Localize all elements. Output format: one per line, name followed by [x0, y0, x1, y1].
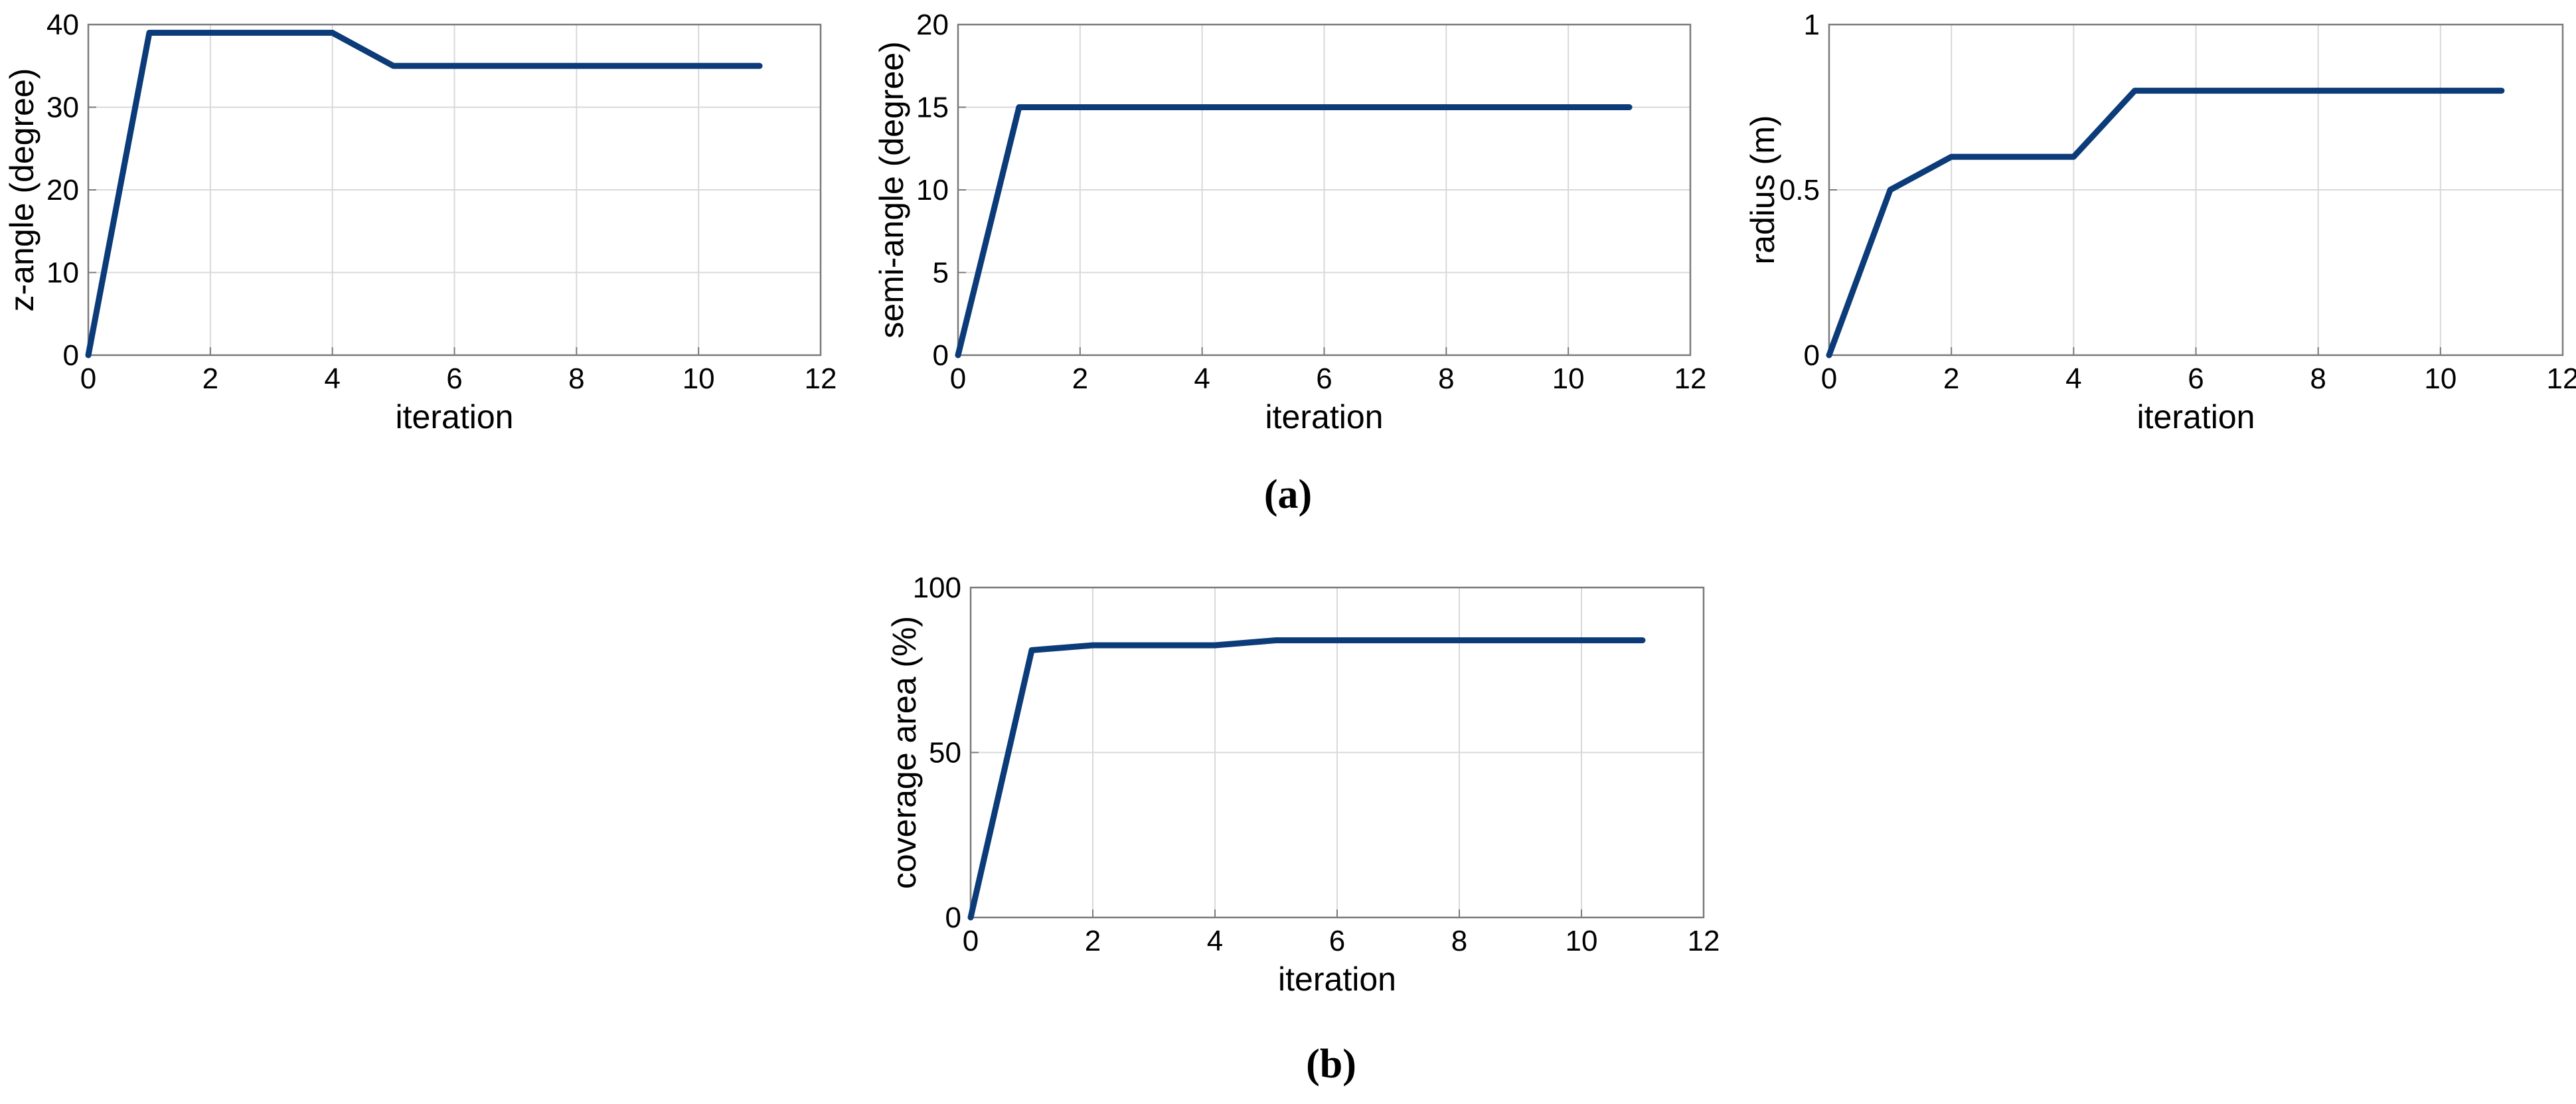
y-axis-label: z-angle (degree) [3, 68, 40, 312]
x-tick-label: 8 [568, 362, 584, 395]
y-axis-label: coverage area (%) [886, 616, 923, 889]
x-tick-label: 2 [1072, 362, 1088, 395]
y-tick-label: 10 [916, 174, 949, 206]
x-tick-label: 6 [1329, 925, 1345, 957]
x-tick-label: 0 [1821, 362, 1837, 395]
y-tick-label: 40 [46, 9, 79, 41]
x-tick-label: 10 [683, 362, 715, 395]
chart-z-angle: 0 2 4 6 8 10 12 0 10 20 30 40 iteration z-angle (degr… [3, 9, 837, 435]
x-tick-label: 8 [1438, 362, 1454, 395]
x-axis-label: iteration [1278, 961, 1396, 998]
y-tick-label: 20 [46, 174, 79, 206]
y-tick-label: 1 [1804, 9, 1820, 41]
y-tick-label: 10 [46, 257, 79, 289]
series-line [958, 108, 1629, 356]
x-tick-label: 6 [1316, 362, 1332, 395]
x-tick-label: 4 [324, 362, 340, 395]
x-tick-label: 12 [1674, 362, 1707, 395]
x-tick-label: 6 [446, 362, 462, 395]
y-tick-label: 0 [945, 902, 961, 934]
x-tick-label: 4 [1207, 925, 1223, 957]
y-tick-label: 15 [916, 92, 949, 124]
x-tick-label: 4 [2065, 362, 2081, 395]
y-tick-label: 20 [916, 9, 949, 41]
y-tick-label: 0.5 [1779, 174, 1820, 206]
y-tick-label: 30 [46, 92, 79, 124]
x-tick-label: 6 [2188, 362, 2204, 395]
x-tick-label: 0 [80, 362, 96, 395]
y-tick-label: 5 [933, 257, 949, 289]
x-tick-label: 2 [1085, 925, 1101, 957]
y-axis-label: radius (m) [1744, 115, 1781, 264]
caption-b: (b) [1306, 1041, 1356, 1088]
series-line [1829, 91, 2502, 355]
y-tick-label: 100 [913, 572, 961, 604]
x-tick-label: 12 [805, 362, 837, 395]
chart-radius: 0 2 4 6 8 10 12 0 0.5 1 iteration radius (m) [1744, 9, 2576, 435]
series-line [971, 641, 1643, 918]
x-tick-label: 2 [202, 362, 218, 395]
y-tick-label: 0 [1804, 339, 1820, 372]
x-axis-label: iteration [396, 398, 514, 435]
x-tick-label: 10 [2424, 362, 2456, 395]
y-tick-label: 0 [933, 339, 949, 372]
caption-a: (a) [1264, 471, 1312, 518]
x-tick-label: 8 [1451, 925, 1467, 957]
x-tick-label: 10 [1566, 925, 1598, 957]
chart-coverage-area: 0 2 4 6 8 10 12 0 50 100 iteration coverage area (%… [886, 572, 1720, 998]
x-axis-label: iteration [1265, 398, 1384, 435]
y-axis-label: semi-angle (degree) [873, 41, 910, 338]
x-tick-label: 0 [950, 362, 966, 395]
x-axis-label: iteration [2137, 398, 2255, 435]
chart-semi-angle: 0 2 4 6 8 10 12 0 5 10 15 20 iteration semi-angle (de… [873, 9, 1706, 435]
y-tick-label: 0 [63, 339, 79, 372]
x-tick-label: 12 [2547, 362, 2576, 395]
x-tick-label: 0 [963, 925, 979, 957]
x-tick-label: 10 [1552, 362, 1585, 395]
series-line [88, 33, 760, 355]
x-tick-label: 4 [1194, 362, 1210, 395]
y-tick-label: 50 [929, 737, 961, 769]
x-tick-label: 2 [1943, 362, 1959, 395]
x-tick-label: 8 [2310, 362, 2326, 395]
x-tick-label: 12 [1688, 925, 1720, 957]
